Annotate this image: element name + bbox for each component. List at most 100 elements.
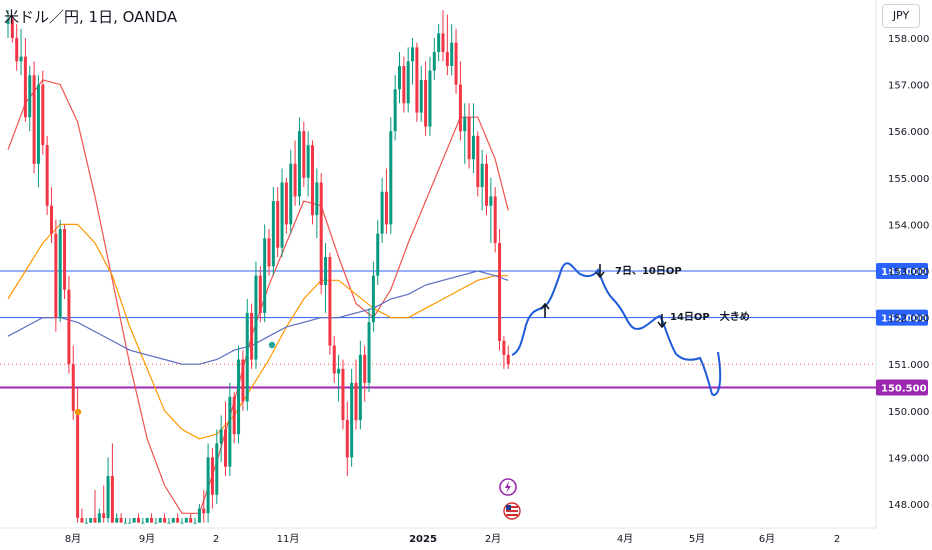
candle[interactable] <box>141 517 145 524</box>
candle[interactable] <box>380 177 384 244</box>
candle[interactable] <box>167 517 171 524</box>
candle[interactable] <box>163 513 167 523</box>
candle[interactable] <box>398 51 401 104</box>
candle[interactable] <box>424 61 428 136</box>
candle[interactable] <box>471 103 475 174</box>
candle[interactable] <box>502 336 506 369</box>
candle[interactable] <box>254 261 258 369</box>
candle[interactable] <box>110 443 114 523</box>
candle[interactable] <box>450 24 454 76</box>
candle[interactable] <box>341 359 345 430</box>
forecast-drawing[interactable]: 7日、10日OP 14日OP 大きめ <box>511 262 750 396</box>
candle[interactable] <box>437 24 441 62</box>
candle[interactable] <box>250 303 254 369</box>
candle[interactable] <box>10 14 14 43</box>
candle[interactable] <box>32 61 36 174</box>
candle[interactable] <box>54 219 58 332</box>
candle[interactable] <box>276 187 280 258</box>
candle[interactable] <box>176 513 180 523</box>
candle[interactable] <box>224 401 227 477</box>
candle[interactable] <box>498 229 502 351</box>
candle[interactable] <box>319 173 323 295</box>
candle[interactable] <box>297 117 301 206</box>
event-marker[interactable] <box>268 341 276 349</box>
candle[interactable] <box>93 490 97 523</box>
candle[interactable] <box>215 429 219 504</box>
candle[interactable] <box>432 38 436 80</box>
candle[interactable] <box>284 177 288 234</box>
us-economic-event-icon[interactable] <box>503 502 521 520</box>
currency-button[interactable]: JPY <box>882 4 920 28</box>
candle[interactable] <box>189 513 193 523</box>
candle[interactable] <box>506 345 510 369</box>
candle[interactable] <box>150 513 154 523</box>
candle[interactable] <box>89 517 93 523</box>
candle[interactable] <box>476 131 480 197</box>
candle[interactable] <box>50 187 53 244</box>
candle[interactable] <box>402 56 406 113</box>
candle[interactable] <box>97 508 101 523</box>
candle[interactable] <box>106 457 110 523</box>
candle[interactable] <box>197 504 201 523</box>
candle[interactable] <box>280 168 284 258</box>
candle[interactable] <box>384 168 388 234</box>
candle[interactable] <box>19 28 23 76</box>
candle[interactable] <box>367 308 371 393</box>
candle[interactable] <box>237 345 241 444</box>
candle[interactable] <box>210 448 214 509</box>
candle[interactable] <box>63 224 67 299</box>
candle[interactable] <box>219 415 223 463</box>
candle[interactable] <box>271 187 275 276</box>
candle[interactable] <box>67 275 71 374</box>
candle[interactable] <box>293 140 297 206</box>
candle[interactable] <box>358 340 362 430</box>
candle[interactable] <box>480 149 484 211</box>
candle[interactable] <box>137 513 140 523</box>
candle[interactable] <box>128 517 132 524</box>
candle[interactable] <box>6 10 10 38</box>
candle[interactable] <box>115 513 119 523</box>
candle[interactable] <box>23 38 27 122</box>
candle[interactable] <box>419 65 423 122</box>
news-flash-icon[interactable] <box>499 478 517 496</box>
candle[interactable] <box>184 517 188 523</box>
candle[interactable] <box>493 187 497 253</box>
moving-average-line[interactable] <box>7 223 509 440</box>
candle[interactable] <box>428 56 432 136</box>
candle[interactable] <box>58 219 62 323</box>
forecast-path[interactable] <box>511 262 722 396</box>
candle[interactable] <box>306 131 310 197</box>
candle[interactable] <box>36 75 40 188</box>
candle[interactable] <box>445 14 449 76</box>
candle[interactable] <box>119 513 123 523</box>
candle[interactable] <box>441 10 445 62</box>
candle[interactable] <box>389 117 393 234</box>
candle[interactable] <box>328 252 332 355</box>
candle[interactable] <box>302 121 306 188</box>
candle[interactable] <box>337 354 341 402</box>
candle[interactable] <box>171 517 175 523</box>
candle[interactable] <box>245 298 249 411</box>
candle[interactable] <box>206 443 210 523</box>
candle[interactable] <box>467 103 471 169</box>
candle[interactable] <box>71 345 75 421</box>
candle[interactable] <box>393 75 397 141</box>
candle[interactable] <box>411 38 415 85</box>
candle[interactable] <box>232 392 236 444</box>
candle[interactable] <box>463 103 467 164</box>
candle[interactable] <box>363 345 367 402</box>
candle[interactable] <box>80 508 84 523</box>
candle[interactable] <box>350 368 354 467</box>
candle[interactable] <box>102 485 106 523</box>
candle[interactable] <box>415 42 419 122</box>
candle[interactable] <box>123 517 127 524</box>
candle[interactable] <box>228 382 232 477</box>
moving-average-line[interactable] <box>7 270 509 365</box>
candle[interactable] <box>485 154 488 216</box>
candle[interactable] <box>258 266 262 323</box>
candle[interactable] <box>145 517 149 523</box>
candle[interactable] <box>311 140 314 225</box>
candle[interactable] <box>376 219 380 285</box>
candle[interactable] <box>241 350 245 411</box>
